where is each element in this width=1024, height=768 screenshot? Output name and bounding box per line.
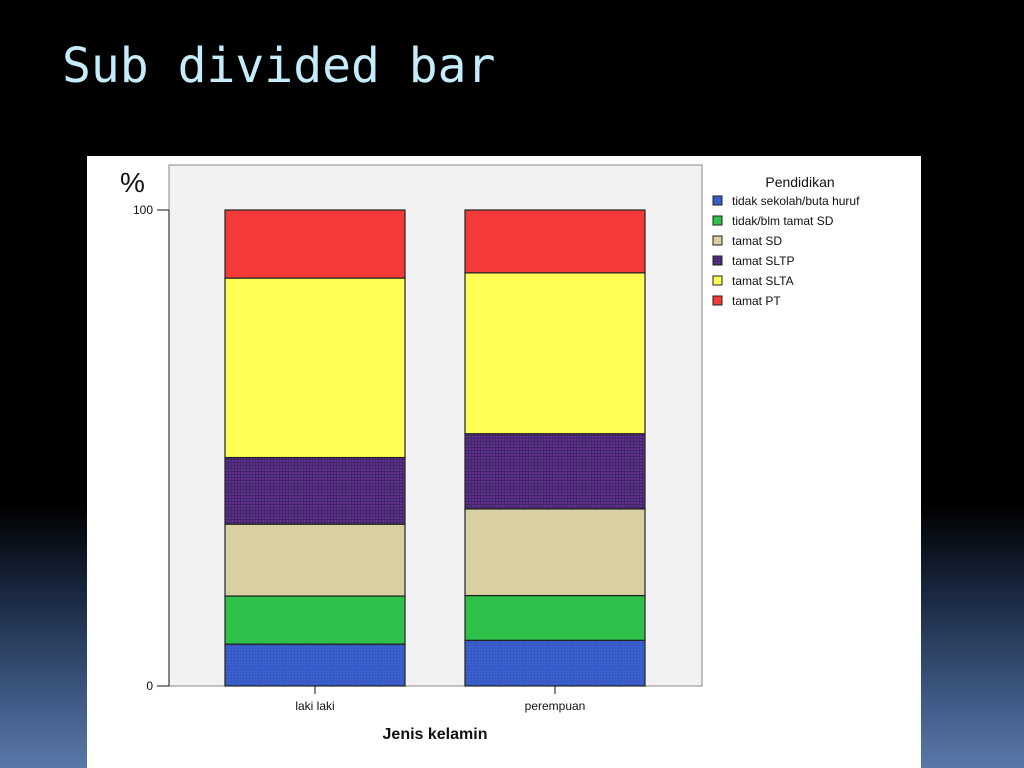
bar-segment-laki-laki-6 [224,209,406,279]
legend-swatch-6 [712,295,723,306]
legend-title: Pendidikan [765,174,834,190]
legend-label-6: tamat PT [732,294,781,308]
stacked-bar-chart: 0 100% laki laki perempuan Jenis kelamin Pen… [120,164,860,743]
legend-swatch-1 [712,195,723,206]
legend-swatch-3 [712,235,723,246]
bar-segment-perempuan-3 [464,508,646,597]
bar-segment-perempuan-1 [464,639,646,687]
legend-swatch-4 [712,255,723,266]
legend-label-2: tidak/blm tamat SD [732,214,834,228]
legend-label-3: tamat SD [732,234,782,248]
legend-label-4: tamat SLTP [732,254,794,268]
bar-segment-laki-laki-1 [224,643,406,687]
bar-segment-perempuan-6 [464,209,646,274]
legend-swatch-2 [712,215,723,226]
x-category-label: laki laki [295,699,334,713]
slide-title: Sub divided bar [62,38,496,94]
bar-segment-laki-laki-5 [224,277,406,459]
y-axis-unit-label: % [120,167,145,198]
y-tick-label: 0 [146,679,153,693]
bar-segment-laki-laki-3 [224,523,406,597]
legend-swatch-5 [712,275,723,286]
bar-segment-perempuan-2 [464,594,646,641]
bar-segment-perempuan-5 [464,272,646,435]
chart-panel: 0 100% laki laki perempuan Jenis kelamin Pen… [87,156,921,768]
bar-segment-laki-laki-4 [224,456,406,525]
bar-segment-perempuan-4 [464,433,646,510]
y-tick-label: 100 [133,203,153,217]
legend-label-1: tidak sekolah/buta huruf [732,194,860,208]
bar-segment-laki-laki-2 [224,595,406,645]
legend-label-5: tamat SLTA [732,274,794,288]
x-category-label: perempuan [525,699,586,713]
x-axis-title: Jenis kelamin [383,726,488,743]
